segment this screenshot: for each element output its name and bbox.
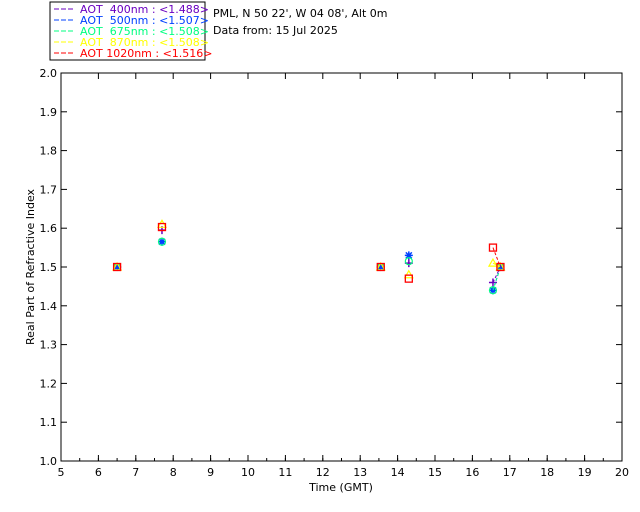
x-axis-label: Time (GMT) (308, 481, 373, 494)
data-point-circle (488, 286, 498, 295)
legend-entry: AOT 500nm : <1.507> (80, 14, 209, 27)
data-point-square (488, 243, 498, 252)
data-point-square (376, 262, 385, 272)
x-tick-label: 5 (58, 466, 65, 479)
x-tick-label: 10 (241, 466, 255, 479)
data-point-plus (488, 278, 497, 287)
data-point-circle (157, 237, 167, 246)
y-axis-label: Real Part of Refractive Index (24, 188, 37, 345)
y-tick-label: 1.0 (40, 455, 58, 468)
data-point-star (404, 251, 413, 260)
series-2 (112, 237, 505, 295)
y-tick-label: 1.4 (40, 300, 58, 313)
y-tick-label: 1.5 (40, 261, 58, 274)
x-tick-label: 16 (465, 466, 479, 479)
x-tick-label: 17 (503, 466, 517, 479)
x-tick-label: 19 (578, 466, 592, 479)
data-point-square (404, 274, 413, 283)
data-point-star (113, 263, 122, 271)
legend: AOT 400nm : <1.488>AOT 500nm : <1.507>AO… (49, 1, 213, 61)
x-tick-label: 15 (428, 466, 442, 479)
data-point-triangle (487, 257, 499, 267)
x-tick-label: 14 (391, 466, 405, 479)
legend-box (49, 1, 206, 61)
x-tick-label: 11 (278, 466, 292, 479)
date-info: Data from: 15 Jul 2025 (213, 24, 338, 37)
y-tick-label: 1.3 (40, 339, 58, 352)
data-point-square (496, 262, 505, 272)
y-tick-label: 1.2 (40, 377, 58, 390)
x-tick-label: 20 (615, 466, 629, 479)
series-1 (113, 237, 505, 295)
legend-entry: AOT 675nm : <1.508> (80, 25, 209, 38)
x-tick-label: 13 (353, 466, 367, 479)
legend-entry: AOT 400nm : <1.488> (80, 3, 209, 16)
data-point-circle (404, 257, 413, 266)
series-3 (112, 219, 506, 279)
plot-frame (60, 72, 623, 462)
x-tick-label: 8 (170, 466, 177, 479)
series-4 (112, 222, 505, 283)
data-point-square (157, 222, 167, 232)
y-tick-label: 1.8 (40, 145, 58, 158)
y-tick-label: 2.0 (40, 67, 58, 80)
legend-entry: AOT 870nm : <1.508> (80, 36, 209, 49)
x-tick-label: 18 (540, 466, 554, 479)
series-line (492, 266, 501, 283)
series-0 (113, 226, 505, 287)
data-point-triangle (403, 269, 414, 279)
x-tick-label: 12 (316, 466, 330, 479)
site-info: PML, N 50 22', W 04 08', Alt 0m (213, 7, 387, 20)
y-tick-label: 1.9 (40, 106, 58, 119)
y-tick-label: 1.1 (40, 416, 58, 429)
y-tick-label: 1.6 (40, 222, 58, 235)
x-tick-label: 7 (132, 466, 139, 479)
data-point-star (376, 263, 385, 271)
x-tick-label: 9 (207, 466, 214, 479)
legend-entry: AOT 1020nm : <1.516> (80, 47, 213, 60)
data-point-star (157, 237, 166, 246)
x-tick-label: 6 (95, 466, 102, 479)
data-point-square (112, 262, 122, 272)
y-tick-label: 1.7 (40, 183, 58, 196)
